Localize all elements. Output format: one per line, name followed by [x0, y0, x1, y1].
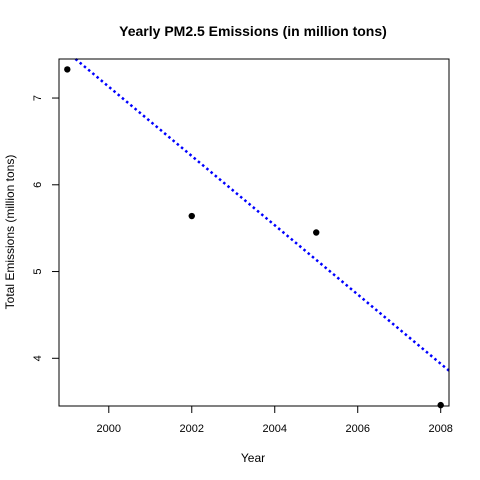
y-tick-label: 4 [32, 355, 44, 361]
x-tick-label: 2004 [263, 423, 287, 435]
data-point [64, 66, 71, 73]
x-tick-label: 2000 [97, 423, 121, 435]
data-point [188, 212, 195, 220]
y-tick-label: 6 [32, 182, 44, 188]
data-point [437, 401, 444, 409]
x-axis-label: Year [241, 451, 265, 465]
x-tick-label: 2002 [180, 423, 204, 435]
y-axis: 4 5 6 7 [32, 95, 60, 361]
data-point [313, 229, 320, 236]
y-tick-label: 5 [32, 268, 44, 274]
x-tick-label: 2008 [428, 423, 452, 435]
plot-layer [64, 58, 450, 409]
chart-title: Yearly PM2.5 Emissions (in million tons) [119, 23, 387, 39]
x-axis: 2000 2002 2004 2006 2008 [97, 405, 453, 435]
x-tick-label: 2006 [345, 423, 369, 435]
trend-line [74, 58, 450, 372]
y-tick-label: 7 [32, 95, 44, 101]
y-axis-label: Total Emissions (million tons) [3, 155, 17, 310]
